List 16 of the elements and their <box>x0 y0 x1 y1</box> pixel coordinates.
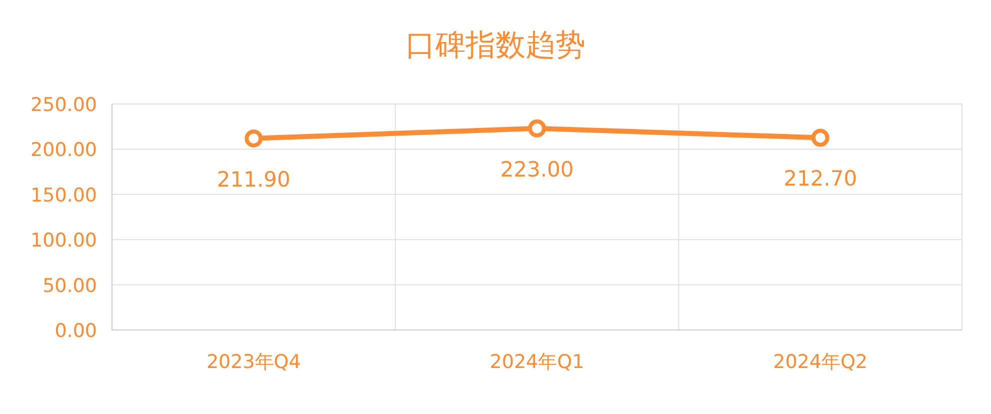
y-tick-label: 100.00 <box>30 230 97 252</box>
point <box>528 119 546 138</box>
y-tick-label: 150.00 <box>30 184 97 206</box>
x-tick-label: 2024年Q1 <box>490 351 584 373</box>
data-label: 223.00 <box>500 157 574 182</box>
point <box>811 128 830 147</box>
y-tick-label: 250.00 <box>30 94 97 116</box>
y-tick-label: 50.00 <box>42 274 97 297</box>
data-label: 212.70 <box>784 166 858 191</box>
chart-title: 口碑指数趋势 <box>406 28 586 63</box>
x-tick-label: 2023年Q4 <box>206 351 301 373</box>
y-tick-label: 0.00 <box>54 320 97 342</box>
y-tick-label: 200.00 <box>30 139 97 162</box>
point <box>244 129 263 148</box>
x-tick-label: 2024年Q2 <box>773 351 868 373</box>
data-label: 211.90 <box>216 167 290 192</box>
